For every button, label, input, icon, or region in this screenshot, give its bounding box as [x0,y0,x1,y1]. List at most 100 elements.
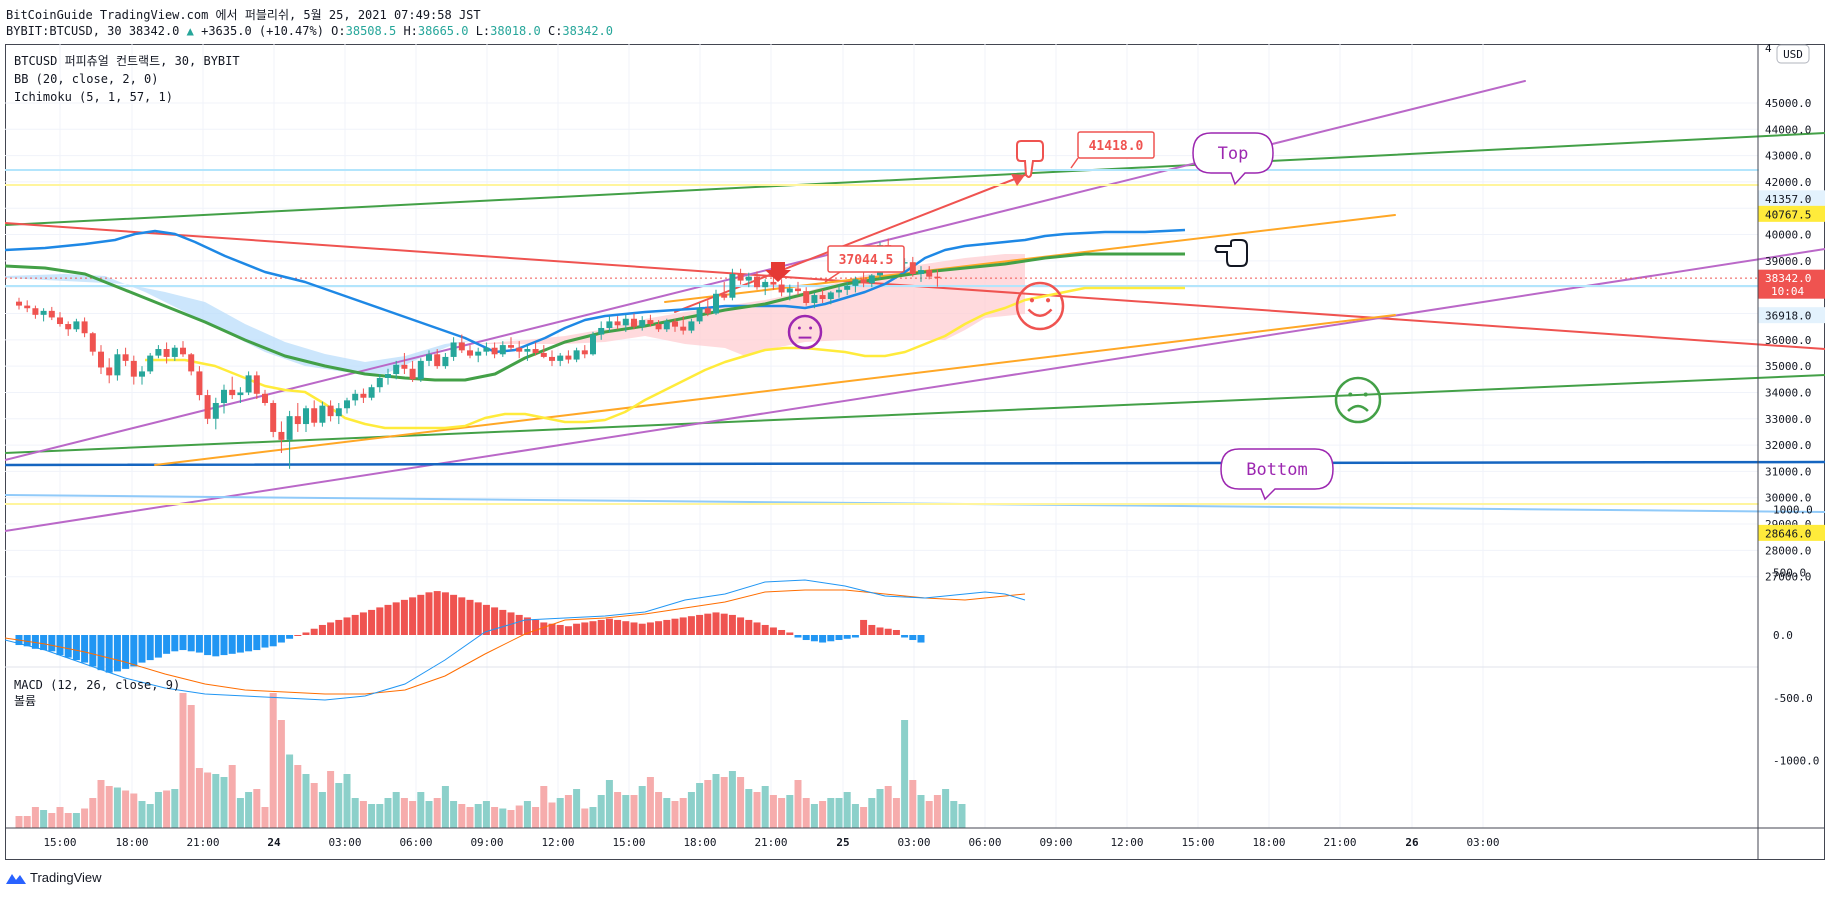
price-tick-label: 33000.0 [1765,413,1811,426]
face-mouth [1027,308,1053,318]
macd-tick-label: 1000.0 [1773,504,1813,517]
volume-bar [564,795,572,828]
volume-bar [794,780,802,828]
candle [155,349,162,356]
macd-hist-bar [261,635,269,648]
volume-bar [171,789,179,828]
volume-bar [950,801,958,828]
macd-hist-bar [97,635,105,671]
time-tick-label: 26 [1405,836,1419,849]
candle [393,364,400,375]
macd-hist-bar [466,599,474,635]
macd-hist-bar [359,612,367,635]
macd-hist-bar [351,614,359,635]
support-dark-blue [5,460,1825,467]
volume-bar [958,804,966,828]
volume-bar [343,774,351,828]
volume-bar [302,774,310,828]
face-outline [1334,376,1382,424]
macd-tick-label: 0.0 [1773,629,1793,642]
macd-hist-bar [458,597,466,635]
macd-hist-bar [753,622,761,635]
macd-hist-bar [614,619,622,635]
currency-badge[interactable]: USD [1776,44,1810,64]
volume-bar [441,786,449,828]
volume-bar [614,792,622,828]
time-tick-label: 21:00 [754,836,787,849]
macd-hist-bar [138,635,146,663]
price-label-time: 10:04 [1771,285,1804,298]
macd-hist-bar [827,635,835,642]
volume-bar [392,792,400,828]
brand-label: TradingView [30,870,102,885]
candle [565,355,572,360]
macd-hist-bar [48,635,56,652]
open-value: 38508.5 [345,24,397,38]
volume-bar [778,798,786,828]
volume-bar [802,798,810,828]
candle [450,342,457,357]
candle [713,293,719,314]
trend-green-upper [5,132,1825,226]
volume-bar [228,765,236,828]
time-tick-label: 25 [836,836,849,849]
volume-bar [573,789,581,828]
macd-hist-bar [564,626,572,635]
volume-bar [646,777,654,828]
macd-hist-bar [482,604,490,635]
candle [516,347,523,352]
macd-axis: 1000.0 500.0 0.0 -500.0 -1000.0 [1773,504,1819,768]
time-tick-label: 12:00 [1110,836,1143,849]
volume-bar [933,795,941,828]
low-label: L: [475,24,491,38]
macd-hist-bar [187,635,195,652]
candle [729,274,736,298]
candle [737,274,744,281]
face-outline [1015,281,1065,331]
volume-bar [212,774,220,828]
neutral-face-icon [787,314,823,350]
volume-bar [909,780,917,828]
macd-hist-bar [212,635,220,657]
face-outline [787,314,823,350]
volume-bar [163,790,171,828]
candle [335,408,342,417]
price-labels: 41357.0 40767.5 38342.010:04 36918.0 28646.0 [1758,190,1825,541]
candle [294,416,301,425]
volume-bar [843,792,851,828]
candle [926,270,933,277]
candle [180,347,186,355]
candle [57,317,63,325]
time-tick-label: 03:00 [1466,836,1499,849]
volume-bar [335,783,343,828]
channel-purple-lower [5,248,1825,532]
macd-hist-bar [679,617,687,635]
macd-hist-bar [286,635,294,639]
macd-hist-bar [122,635,130,669]
price-tick-label: 42000.0 [1765,176,1811,189]
candle [573,350,580,360]
macd-hist-bar [868,624,876,635]
volume-bar [376,804,384,828]
volume-bar [220,777,228,828]
bottom-bubble: Bottom [1220,448,1334,501]
volume-bar [917,795,925,828]
macd-hist-bar [89,635,97,667]
macd-hist-bar [269,635,277,647]
legend-ichimoku: Ichimoku (5, 1, 57, 1) [14,90,173,104]
macd-hist-bar [171,635,179,652]
volume-bar [482,801,490,828]
time-tick-label: 12:00 [541,836,574,849]
candle [909,262,916,275]
time-axis[interactable]: 15:00 18:00 21:00 24 03:00 06:00 09:00 12:00 15:… [43,836,1499,849]
price-tick-label: 31000.0 [1765,465,1811,478]
macd-hist-bar [491,607,499,635]
macd-hist-bar [556,624,564,635]
candle [163,349,170,357]
candle [811,295,818,303]
candle [98,351,104,368]
volume-bar [745,789,753,828]
candle [680,326,687,331]
candle [122,354,129,361]
